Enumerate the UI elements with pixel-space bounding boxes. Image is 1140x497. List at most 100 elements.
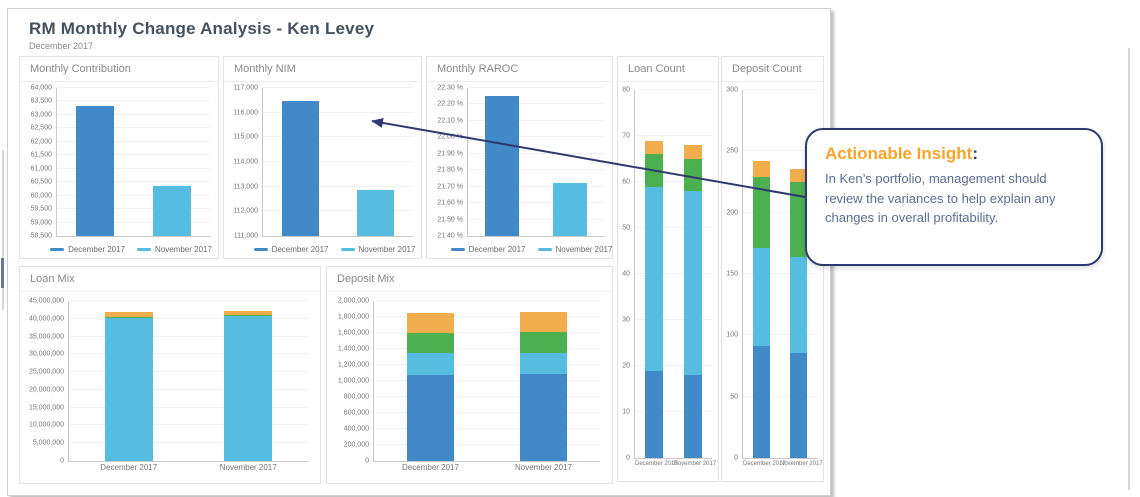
- bar-segment-green-segment[interactable]: [519, 332, 568, 353]
- y-tick-label: 250: [726, 147, 738, 155]
- bar-segment-green-segment[interactable]: [406, 333, 455, 353]
- bar-november-2017[interactable]: [356, 88, 395, 236]
- bar-segment-orange-segment[interactable]: [104, 312, 153, 317]
- bar-segment-orange-segment[interactable]: [406, 312, 455, 333]
- bar-segment-dark-blue-segment[interactable]: [406, 374, 455, 461]
- bar-december-2017[interactable]: [281, 88, 320, 236]
- x-category-label: December 2017: [402, 463, 459, 472]
- bar-segment-orange-segment[interactable]: [224, 310, 273, 315]
- bar-segment-orange-segment[interactable]: [683, 145, 702, 159]
- bar-segment-green-segment[interactable]: [683, 159, 702, 192]
- y-tick-label: 400,000: [343, 425, 369, 433]
- insight-title-colon: :: [972, 144, 979, 163]
- bar-segment-green-segment[interactable]: [224, 314, 273, 316]
- bar-segment-light-blue-segment[interactable]: [683, 191, 702, 376]
- bar-segment-light-blue-segment[interactable]: [519, 353, 568, 374]
- y-tick-label: 0: [60, 457, 64, 465]
- x-category-label: November 2017: [515, 463, 572, 472]
- legend-label: December 2017: [468, 245, 526, 254]
- chart-monthly-nim: 111,000 112,000 113,000 114,000 115,000 116,0…: [224, 82, 421, 258]
- gridline: [69, 424, 308, 426]
- bar-segment-green-segment[interactable]: [752, 177, 770, 249]
- bar-segment-light-blue-segment[interactable]: [645, 186, 664, 371]
- plot-area: 58,500 59,000 59,500 60,000 60,500 61,000 61,5…: [31, 85, 210, 240]
- gridline: [635, 319, 712, 320]
- y-tick-label: 35,000,000: [28, 333, 64, 341]
- bar-segment-light-blue-segment[interactable]: [104, 317, 153, 461]
- bar-segment-december-2017-bar[interactable]: [76, 105, 115, 236]
- bar-december-2017[interactable]: [406, 301, 455, 461]
- plot-area: 0 10 20 30 40 50 60 70 80 December 2017 November 2…: [622, 87, 716, 468]
- y-tick-label: 21.50 %: [437, 216, 463, 224]
- bar-november-2017[interactable]: [553, 88, 587, 236]
- gridline: [69, 353, 308, 355]
- y-tick-label: 63,000: [30, 111, 52, 119]
- y-tick-label: 22.30 %: [437, 84, 463, 92]
- y-tick-label: 5,000,000: [32, 439, 64, 447]
- bar-segment-dark-blue-segment[interactable]: [645, 370, 664, 458]
- bar-november-2017[interactable]: [152, 88, 191, 236]
- bar-segment-dark-blue-segment[interactable]: [519, 373, 568, 461]
- y-tick-label: 113,000: [233, 183, 258, 191]
- bar-segment-dark-blue-segment[interactable]: [752, 346, 770, 458]
- y-tick-label: 21.70 %: [437, 183, 463, 191]
- bar-segment-december-2017-bar[interactable]: [485, 96, 519, 236]
- bar-december-2017[interactable]: [752, 90, 770, 458]
- bar-segment-green-segment[interactable]: [789, 182, 807, 257]
- report-card: RM Monthly Change Analysis - Ken Levey D…: [7, 8, 831, 496]
- x-category-label: November 2017: [673, 461, 717, 467]
- y-tick-label: 21.90 %: [437, 150, 463, 158]
- y-tick-label: 1,000,000: [337, 377, 369, 385]
- bar-december-2017[interactable]: [485, 88, 519, 236]
- y-tick-label: 115,000: [233, 133, 258, 141]
- y-tick-label: 15,000,000: [28, 404, 64, 412]
- gridline: [57, 194, 210, 196]
- bar-segment-december-2017-bar[interactable]: [281, 100, 320, 236]
- bar-segment-green-segment[interactable]: [104, 316, 153, 318]
- gridline: [69, 371, 308, 373]
- y-tick-label: 200: [726, 209, 738, 217]
- gridline: [263, 210, 413, 212]
- bar-segment-november-2017-bar[interactable]: [553, 183, 587, 236]
- y-tick-label: 62,500: [30, 124, 52, 132]
- gridline: [468, 103, 604, 105]
- bar-december-2017[interactable]: [104, 301, 153, 461]
- bar-segment-november-2017-bar[interactable]: [152, 186, 191, 236]
- bar-segment-dark-blue-segment[interactable]: [683, 375, 702, 458]
- y-tick-label: 45,000,000: [28, 297, 64, 305]
- gridline: [743, 89, 817, 90]
- chart-title: Monthly NIM: [224, 57, 421, 82]
- bar-segment-orange-segment[interactable]: [519, 311, 568, 333]
- y-tick-label: 600,000: [343, 409, 369, 417]
- bar-december-2017[interactable]: [645, 90, 664, 458]
- bar-december-2017[interactable]: [76, 88, 115, 236]
- bar-segment-orange-segment[interactable]: [752, 161, 770, 178]
- bar-november-2017[interactable]: [519, 301, 568, 461]
- gridline: [374, 380, 600, 381]
- bar-segment-light-blue-segment[interactable]: [789, 256, 807, 353]
- plot-area: 21.40 % 21.50 % 21.60 % 21.70 % 21.80 % 21.90…: [437, 85, 604, 240]
- y-tick-label: 70: [622, 132, 630, 140]
- y-tick-label: 25,000,000: [28, 368, 64, 376]
- bar-november-2017[interactable]: [683, 90, 702, 458]
- gridline: [374, 332, 600, 333]
- gridline: [57, 140, 210, 142]
- bar-segment-dark-blue-segment[interactable]: [789, 352, 807, 458]
- chart-title: Loan Mix: [20, 267, 320, 292]
- chart-legend: December 2017 November 2017: [450, 245, 612, 254]
- bar-segment-light-blue-segment[interactable]: [224, 315, 273, 461]
- bar-segment-light-blue-segment[interactable]: [406, 353, 455, 375]
- bar-november-2017[interactable]: [224, 301, 273, 461]
- bar-segment-green-segment[interactable]: [645, 154, 664, 187]
- gridline: [468, 218, 604, 220]
- legend-swatch-icon: [340, 248, 355, 251]
- gridline: [263, 111, 413, 113]
- gridline: [468, 202, 604, 204]
- bar-segment-orange-segment[interactable]: [645, 140, 664, 155]
- y-tick-label: 112,000: [233, 207, 258, 215]
- legend-swatch-icon: [253, 248, 268, 251]
- bar-segment-light-blue-segment[interactable]: [752, 248, 770, 347]
- bar-segment-november-2017-bar[interactable]: [356, 190, 395, 236]
- chart-title: Deposit Mix: [327, 267, 612, 292]
- gridline: [743, 334, 817, 336]
